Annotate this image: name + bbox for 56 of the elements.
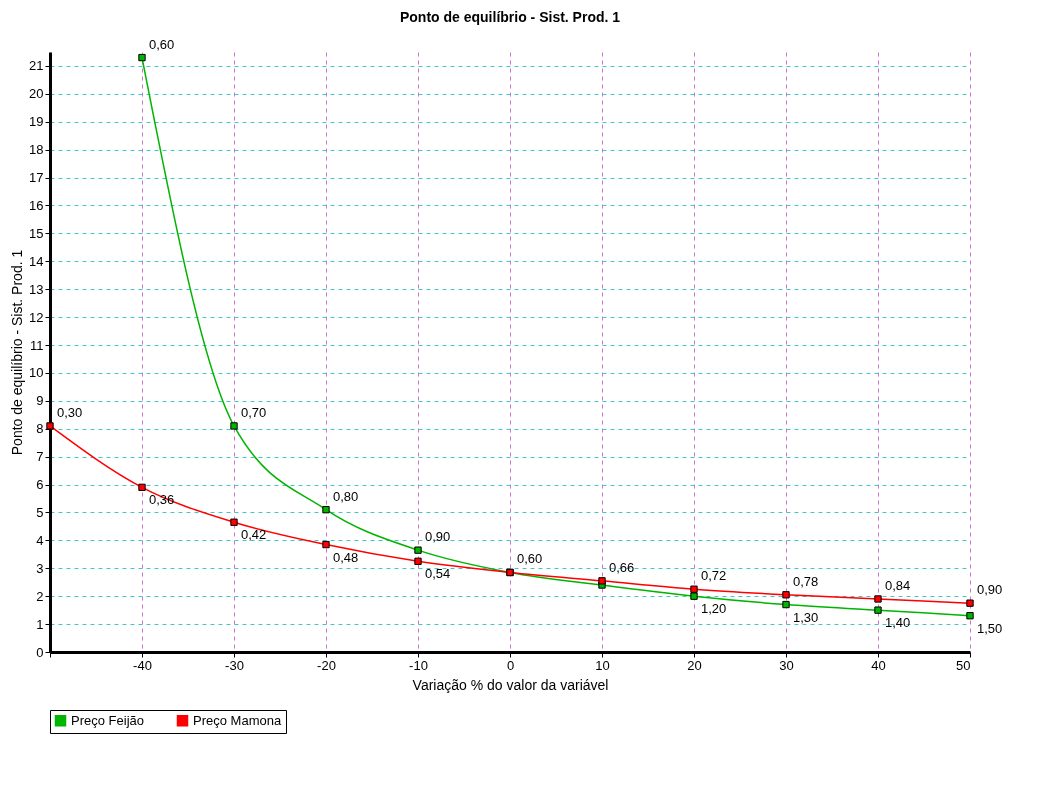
y-tick-label: 9 [36, 393, 44, 409]
annotation: 0,90 [977, 582, 1003, 598]
annotation: 0,60 [517, 551, 543, 567]
annotation: 1,30 [793, 609, 819, 625]
y-tick-label: 7 [36, 449, 44, 465]
annotation: 1,40 [885, 615, 911, 631]
annotation: 0,36 [149, 492, 175, 508]
annotation: 0,80 [333, 488, 359, 504]
annotation: 0,72 [701, 568, 727, 584]
x-tick-label: 20 [687, 657, 702, 673]
x-tick-label: 0 [506, 657, 515, 673]
y-tick-label: 1 [36, 616, 44, 632]
annotation: 0,66 [609, 559, 635, 575]
x-tick-label: 10 [595, 657, 610, 673]
y-tick-label: 10 [29, 365, 44, 381]
y-tick-label: 17 [29, 170, 44, 186]
annotation: 1,50 [977, 620, 1003, 636]
annotation: 1,20 [701, 601, 727, 617]
y-tick-label: 11 [30, 337, 44, 353]
x-axis-title: Variação % do valor da variável [412, 676, 609, 693]
x-tick-label: 30 [779, 657, 794, 673]
x-tick-label: -10 [409, 657, 428, 673]
annotation: 0,78 [793, 573, 819, 589]
y-tick-label: 8 [36, 421, 44, 437]
x-tick-label: 40 [871, 657, 886, 673]
y-tick-label: 12 [29, 309, 44, 325]
annotation: 0,84 [885, 577, 911, 593]
annotation: 0,54 [425, 566, 451, 582]
chart-title: Ponto de equilíbrio - Sist. Prod. 1 [399, 8, 621, 25]
annotation: 0,90 [425, 529, 451, 545]
y-tick-label: 0 [36, 644, 44, 660]
y-axis-title: Ponto de equilíbrio - Sist. Prod. 1 [9, 249, 26, 456]
x-tick-label: 50 [956, 657, 971, 673]
annotation: 0,30 [57, 404, 83, 420]
x-tick-label: -40 [133, 657, 152, 673]
annotation: 0,60 [149, 36, 175, 52]
y-tick-label: 4 [36, 532, 44, 548]
y-tick-label: 13 [29, 281, 44, 297]
y-tick-label: 15 [29, 225, 44, 241]
y-tick-label: 2 [36, 588, 44, 604]
y-tick-label: 3 [36, 560, 44, 576]
legend-label: Preço Mamona [193, 712, 282, 728]
x-tick-label: -30 [225, 657, 244, 673]
annotation: 0,42 [241, 527, 267, 543]
y-tick-label: 19 [29, 114, 44, 130]
y-tick-label: 5 [36, 504, 44, 520]
y-tick-label: 20 [29, 86, 44, 102]
y-tick-label: 14 [29, 253, 44, 269]
annotation: 0,48 [333, 549, 359, 565]
x-tick-label: -20 [317, 657, 336, 673]
y-tick-label: 6 [36, 477, 44, 493]
y-tick-label: 16 [29, 197, 44, 213]
y-tick-label: 21 [29, 58, 44, 74]
legend-label: Preço Feijão [71, 712, 144, 728]
y-tick-label: 18 [29, 142, 44, 158]
annotation: 0,70 [241, 404, 267, 420]
